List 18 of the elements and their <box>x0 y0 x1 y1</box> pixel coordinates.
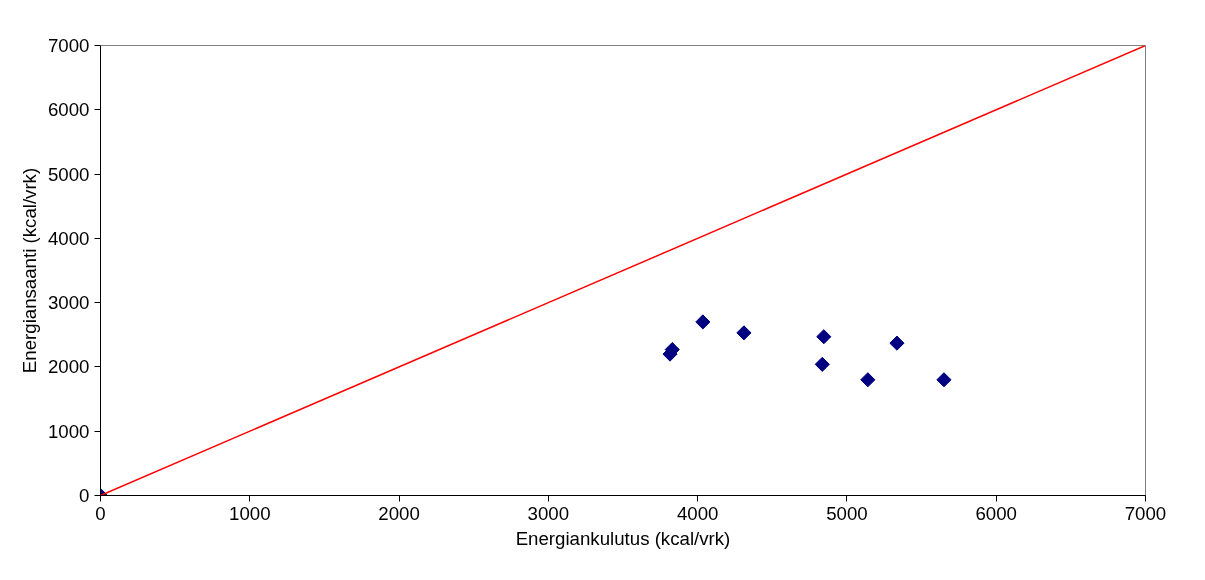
y-tick-label: 7000 <box>48 35 90 56</box>
y-tick-label: 0 <box>79 485 90 506</box>
x-tick-label: 5000 <box>826 502 868 524</box>
x-axis-title: Energiankulutus (kcal/vrk) <box>515 527 731 549</box>
x-tick-label: 2000 <box>378 502 420 524</box>
y-tick-label: 6000 <box>48 99 90 121</box>
y-tick-label: 5000 <box>48 163 90 185</box>
x-tick-label: 1000 <box>229 502 271 524</box>
x-tick-label: 7000 <box>1124 502 1167 524</box>
y-tick-label: 4000 <box>48 227 90 249</box>
y-tick-label: 2000 <box>48 356 90 378</box>
x-tick-label: 4000 <box>676 502 719 524</box>
x-tick-label: 3000 <box>527 502 570 524</box>
y-tick-label: 3000 <box>48 292 90 314</box>
y-tick-label: 1000 <box>48 420 90 442</box>
x-tick-label: 6000 <box>975 502 1017 524</box>
x-tick-label: 0 <box>95 502 106 524</box>
y-axis-title: Energiansaanti (kcal/vrk) <box>19 167 40 374</box>
